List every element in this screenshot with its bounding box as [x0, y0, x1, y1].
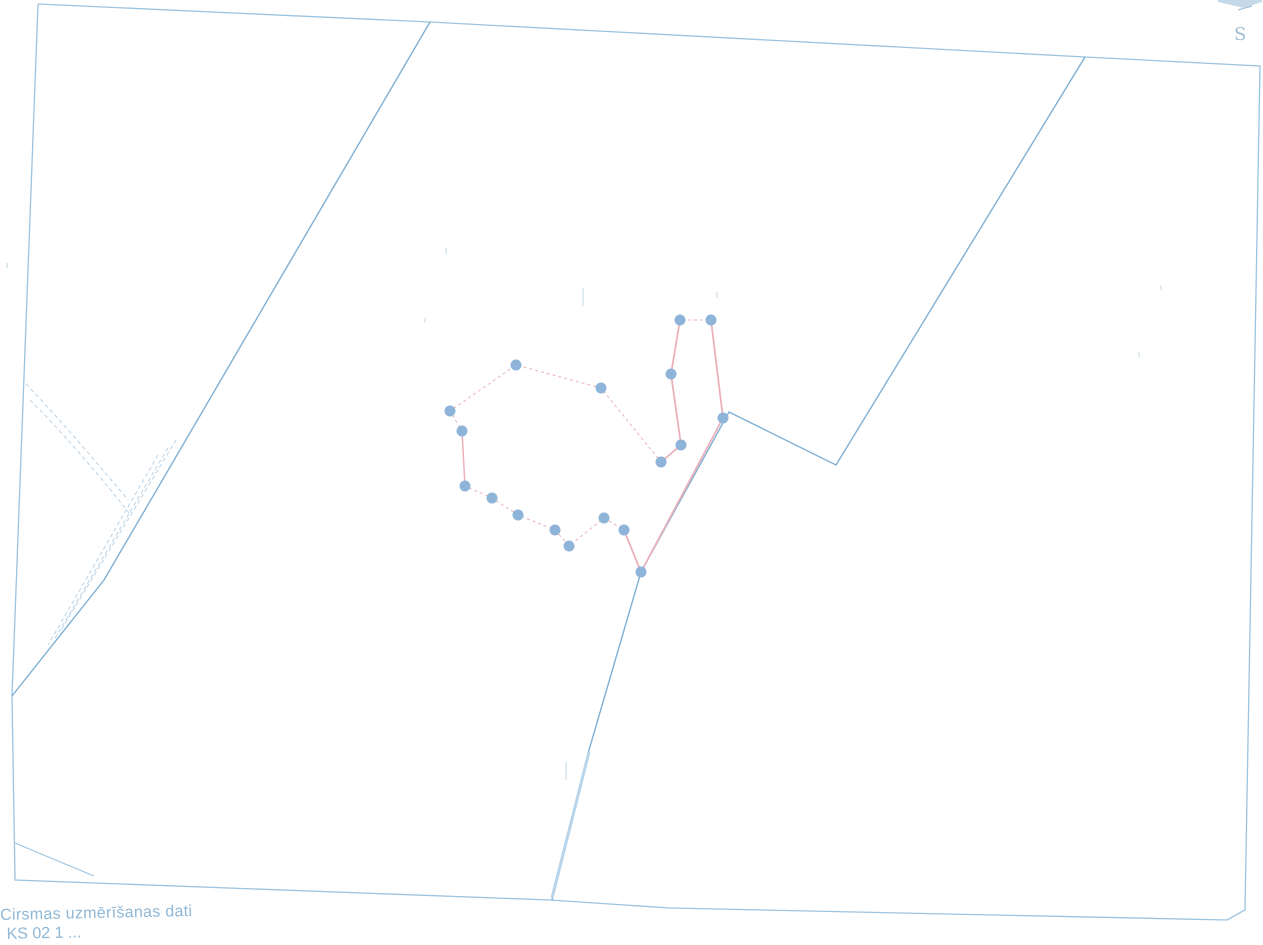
survey-point [598, 512, 610, 524]
survey-point [512, 509, 524, 521]
survey-point [717, 412, 729, 424]
survey-point [456, 425, 468, 437]
tick-marks [6, 248, 1162, 780]
compass-letter: S [1234, 24, 1246, 45]
survey-point [486, 492, 498, 504]
survey-point [444, 405, 456, 417]
map-frame [11, 3, 1261, 921]
survey-point [635, 566, 647, 578]
survey-point [705, 314, 717, 326]
map-caption: Cirsmas uzmērīšanas dati KS 02 1 ... [0, 902, 193, 940]
survey-point [675, 439, 687, 451]
survey-point [510, 359, 522, 371]
north-arrow-icon: S [1218, 0, 1262, 45]
survey-point [618, 524, 630, 536]
parcel-boundary-west [11, 21, 431, 697]
survey-point [595, 382, 607, 394]
parcel-boundary-south-west [14, 842, 95, 877]
survey-points [444, 314, 729, 578]
forest-track-west [25, 383, 177, 646]
survey-point [655, 456, 667, 468]
parcel-boundary-highlight [550, 751, 591, 899]
survey-point [674, 314, 686, 326]
survey-point [563, 540, 575, 552]
survey-point [459, 480, 471, 492]
parcel-boundary-east [551, 56, 1086, 901]
survey-point [665, 368, 677, 380]
survey-point [549, 524, 561, 536]
caption-title: Cirsmas uzmērīšanas dati [0, 902, 193, 924]
